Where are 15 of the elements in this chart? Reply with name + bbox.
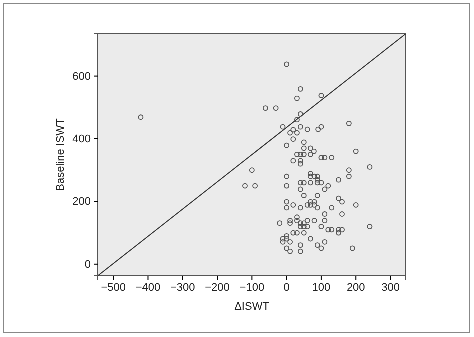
y-tick-label: 600 <box>72 70 91 83</box>
x-tick-label: −500 <box>101 282 126 294</box>
x-tick-label: 0 <box>284 282 290 294</box>
y-axis-title: Baseline ISWT <box>55 118 67 192</box>
y-tick-label: 200 <box>72 196 91 208</box>
x-tick-label: −100 <box>240 282 265 294</box>
x-tick-label: −300 <box>170 282 196 294</box>
x-tick-label: 200 <box>346 282 366 294</box>
x-axis-title: ΔISWT <box>234 301 270 313</box>
x-tick-label: −400 <box>136 282 161 294</box>
x-tick-label: 300 <box>382 282 400 294</box>
x-tick-label: 100 <box>312 282 331 294</box>
y-tick-label: 400 <box>72 134 91 146</box>
y-tick-label: 0 <box>84 258 91 271</box>
x-tick-label: −200 <box>205 282 230 294</box>
